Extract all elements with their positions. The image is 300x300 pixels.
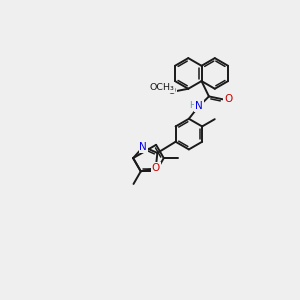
Text: N: N <box>195 101 203 111</box>
Text: N: N <box>140 142 147 152</box>
Text: O: O <box>152 163 160 173</box>
Text: H: H <box>189 101 196 110</box>
Text: O: O <box>168 86 176 96</box>
Text: OCH₃: OCH₃ <box>149 83 174 92</box>
Text: O: O <box>224 94 232 104</box>
